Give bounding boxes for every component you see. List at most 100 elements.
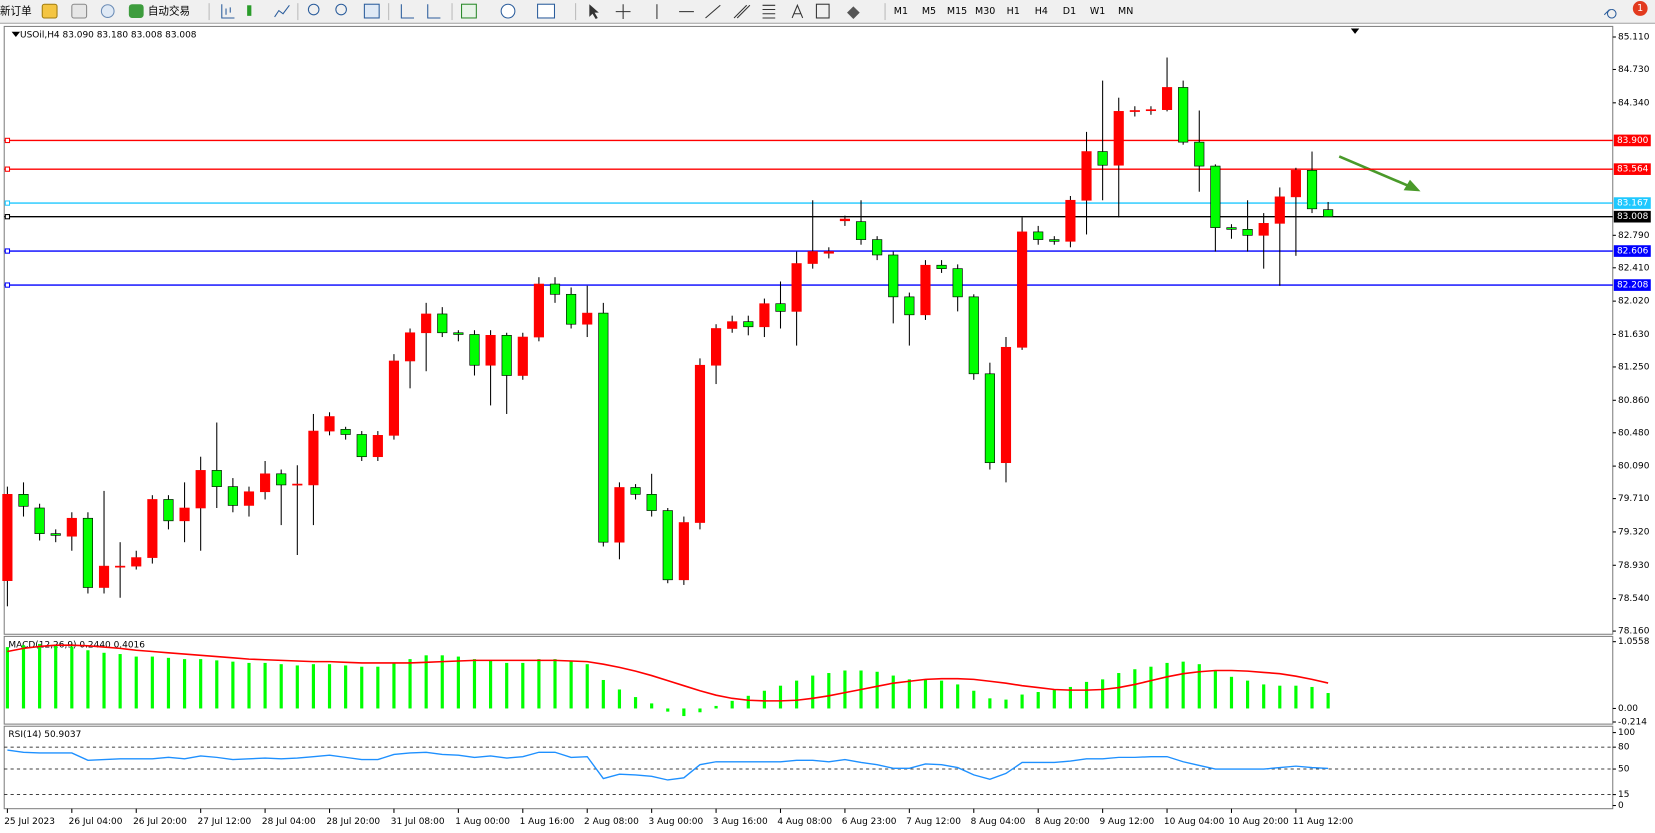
autoscroll-icon[interactable]: [400, 4, 415, 19]
price-label: 83.008: [1617, 212, 1649, 222]
macd-bar: [1326, 693, 1330, 709]
x-tick-label: 1 Aug 16:00: [520, 817, 575, 827]
macd-bar: [569, 661, 573, 709]
candle-body: [179, 507, 190, 522]
candle-body: [1306, 170, 1318, 210]
price-label-box: [1613, 134, 1651, 147]
line-chart-icon[interactable]: [274, 4, 290, 18]
timeframe-button[interactable]: H4: [1035, 6, 1048, 17]
macd-bar: [424, 655, 428, 709]
auto-trading-button[interactable]: 自动交易: [148, 5, 190, 18]
timeframe-button[interactable]: W1: [1090, 6, 1105, 17]
timeframe-button[interactable]: M1: [894, 6, 908, 17]
periods-icon[interactable]: [500, 3, 516, 19]
macd-bar: [972, 690, 976, 709]
x-tick-label: 3 Aug 16:00: [713, 817, 768, 827]
macd-bar: [360, 666, 364, 709]
macd-bar: [1101, 679, 1105, 709]
cursor-icon[interactable]: [589, 4, 599, 20]
auto-trading-icon[interactable]: [128, 4, 144, 18]
candle-body: [437, 313, 448, 334]
candle-body: [598, 312, 609, 543]
notification-badge[interactable]: [1632, 1, 1648, 16]
y-tick-label: 80.480: [1618, 428, 1650, 438]
candle-body: [1226, 227, 1237, 230]
candle-body: [1323, 209, 1334, 217]
channel-icon[interactable]: [733, 4, 751, 19]
timeframe-button[interactable]: MN: [1118, 6, 1133, 17]
candle-body: [1290, 170, 1301, 198]
bar-chart-icon[interactable]: [221, 4, 235, 19]
trendline-icon[interactable]: [705, 4, 721, 19]
templates-icon[interactable]: [537, 3, 556, 19]
search-icon[interactable]: [1603, 8, 1617, 19]
zoom-out-icon[interactable]: [335, 3, 347, 16]
macd-bar: [1133, 669, 1137, 709]
price-label-box: [1613, 210, 1651, 223]
candle-body: [904, 296, 915, 316]
timeframe-button[interactable]: H1: [1007, 6, 1020, 17]
handle: [4, 137, 11, 144]
price-panel: [3, 25, 1614, 635]
candle-body: [646, 494, 657, 511]
price-label-box: [1613, 163, 1651, 175]
shift-icon[interactable]: [427, 4, 441, 19]
candle-body: [131, 557, 142, 567]
x-tick-label: 6 Aug 23:00: [842, 817, 897, 827]
timeframe-button[interactable]: M5: [922, 6, 936, 17]
tile-icon[interactable]: [363, 3, 380, 19]
macd-bar: [698, 708, 702, 713]
timeframe-button[interactable]: D1: [1063, 6, 1076, 17]
y-tick-label: -0.214: [1618, 718, 1647, 728]
macd-bar: [811, 675, 815, 709]
toolbar-icon[interactable]: [71, 3, 88, 19]
candle-chart-icon[interactable]: [247, 5, 252, 16]
y-tick-label: 15: [1618, 790, 1629, 800]
handle: [4, 200, 11, 206]
candle-body: [1161, 87, 1173, 110]
candle-body: [711, 328, 722, 366]
candle-body: [404, 332, 416, 362]
timeframe-button[interactable]: M15: [947, 6, 967, 17]
candle-body: [1242, 229, 1253, 236]
crosshair-icon[interactable]: [615, 4, 631, 20]
macd-bar: [682, 708, 686, 717]
y-tick-label: 85.110: [1618, 32, 1650, 42]
candle-body: [1065, 199, 1076, 242]
toolbar-icon[interactable]: [41, 3, 58, 19]
candle-body: [485, 335, 496, 366]
candle-body: [630, 487, 641, 495]
zoom-in-icon[interactable]: [307, 3, 320, 16]
fibo-icon[interactable]: [762, 4, 776, 19]
candle-body: [356, 434, 367, 458]
candle-body: [823, 251, 834, 254]
handle: [4, 214, 11, 220]
macd-bar: [1278, 685, 1282, 709]
y-tick-label: 78.930: [1618, 561, 1650, 571]
candle-body: [1113, 111, 1124, 166]
macd-bar: [1294, 685, 1298, 709]
macd-bar: [939, 680, 944, 709]
x-tick-label: 25 Jul 2023: [4, 817, 55, 827]
rsi-panel: [3, 725, 1614, 810]
timeframe-button[interactable]: M30: [975, 6, 995, 17]
handle: [4, 166, 11, 172]
macd-bar: [376, 666, 380, 709]
arrows-icon[interactable]: [847, 6, 860, 20]
macd-bar: [1149, 666, 1153, 709]
candle-body: [984, 373, 995, 464]
macd-bar: [827, 673, 831, 709]
candle-body: [952, 268, 963, 298]
candle-body: [968, 296, 979, 375]
panel-menu-arrow[interactable]: [11, 31, 21, 37]
new-order-button[interactable]: 新订单: [0, 5, 32, 18]
x-tick-label: 8 Aug 04:00: [971, 817, 1026, 827]
macd-bar: [1310, 686, 1314, 709]
indicators-icon[interactable]: [461, 3, 477, 19]
macd-bar: [489, 660, 493, 709]
candle-body: [195, 470, 206, 509]
macd-bar: [1229, 676, 1234, 709]
label-icon[interactable]: [815, 3, 830, 19]
toolbar-icon[interactable]: [100, 4, 115, 18]
text-icon[interactable]: [791, 3, 804, 19]
